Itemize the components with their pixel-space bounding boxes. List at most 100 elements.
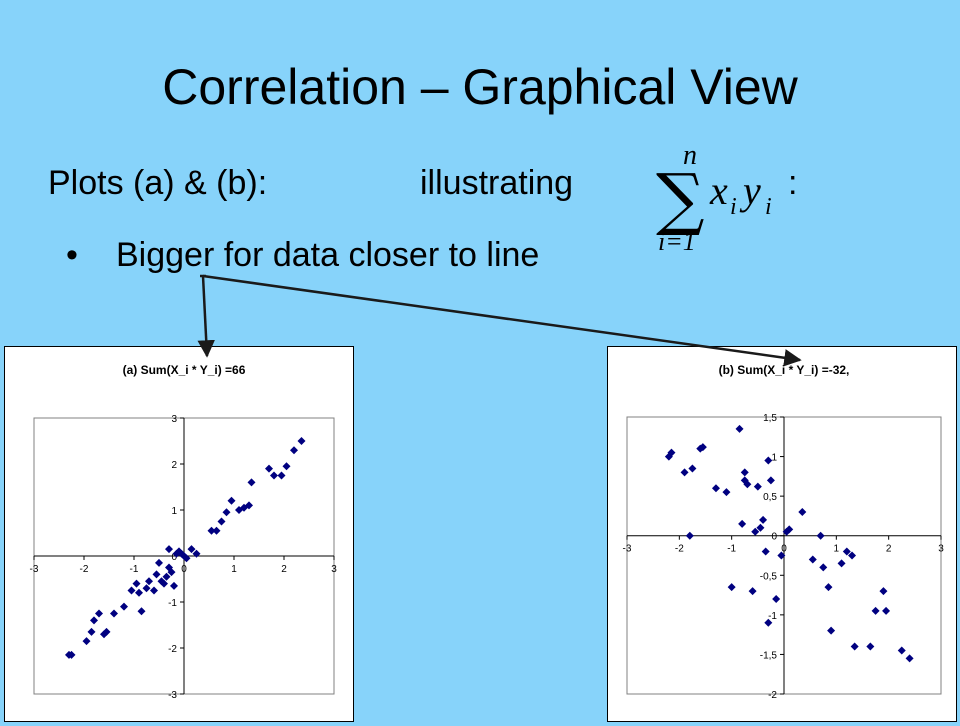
x-tick-label: -3 (30, 564, 39, 575)
y-tick-label: -2 (168, 644, 177, 655)
data-point (120, 602, 128, 611)
data-point (110, 609, 118, 618)
data-point (782, 527, 791, 536)
x-tick-label: -3 (623, 544, 632, 555)
data-point (87, 627, 96, 636)
y-tick-label: 0,5 (763, 492, 777, 503)
data-point (808, 555, 817, 564)
plots-label: Plots (a) & (b): (48, 164, 268, 202)
data-point (761, 547, 770, 556)
data-point (127, 586, 136, 595)
data-point (167, 568, 176, 577)
data-point (751, 527, 760, 536)
data-point (150, 586, 158, 595)
data-point (135, 588, 143, 597)
y-tick-label: 1 (771, 453, 777, 464)
x-tick-label: 0 (781, 544, 787, 555)
y-tick-label: 0 (171, 552, 177, 563)
data-point (152, 570, 161, 579)
y-tick-label: -3 (168, 690, 177, 701)
data-point (764, 456, 773, 465)
data-point (743, 480, 752, 489)
data-point (722, 488, 731, 497)
data-point (766, 476, 775, 485)
data-point (688, 464, 697, 473)
data-point (290, 446, 298, 455)
sum-symbol: ∑ (656, 160, 705, 239)
data-point (142, 584, 151, 593)
y-tick-label: 0 (771, 532, 777, 543)
illustrating-label: illustrating (420, 164, 574, 202)
data-point (727, 583, 736, 592)
data-point (738, 519, 747, 528)
y-tick-label: 2 (171, 460, 177, 471)
data-point (711, 484, 720, 493)
y-tick-label: 1,5 (763, 413, 777, 424)
data-point (764, 618, 773, 627)
data-point (227, 496, 236, 505)
y-tick-label: 3 (171, 414, 177, 425)
data-point (905, 654, 914, 663)
x-tick-label: 0 (181, 564, 187, 575)
data-point (297, 437, 306, 445)
bullet-text: Bigger for data closer to line (116, 236, 540, 274)
data-point (798, 507, 807, 516)
plots-line: Plots (a) & (b): illustrating : (48, 164, 797, 203)
data-point (90, 616, 98, 625)
x-tick-label: -2 (675, 544, 684, 555)
data-point (759, 515, 768, 524)
data-point (165, 545, 173, 554)
summation-formula: n ∑ i=1 x i y i (656, 140, 772, 256)
bullet-symbol: • (66, 236, 78, 274)
data-point (866, 642, 875, 651)
x-tick-label: 3 (331, 564, 337, 575)
data-point (270, 471, 278, 480)
formula-y-sub: i (765, 194, 772, 220)
x-tick-label: -1 (130, 564, 139, 575)
y-tick-label: -1,5 (760, 650, 778, 661)
formula-y: y (739, 168, 761, 213)
data-point (155, 558, 163, 567)
x-tick-label: 2 (281, 564, 287, 575)
sum-upper-limit: n (683, 140, 697, 171)
scatter-chart-a: (a) Sum(X_i * Y_i) =66 -3 -2 -1 0 1 2 3 3 2 1 0 -1 -2… (4, 346, 354, 722)
data-point (816, 531, 825, 540)
data-point (187, 545, 196, 554)
data-point (871, 606, 880, 615)
formula-x-sub: i (730, 194, 737, 220)
data-point (160, 579, 168, 588)
data-point (848, 551, 857, 560)
data-point (137, 607, 146, 616)
data-point (882, 606, 891, 615)
y-tick-label: -1 (768, 611, 777, 622)
data-point (145, 577, 153, 586)
data-point (175, 547, 183, 556)
data-point (748, 587, 757, 596)
data-point (753, 482, 762, 491)
data-point (222, 508, 231, 517)
data-point (277, 471, 286, 480)
data-point (698, 443, 707, 452)
sum-lower-limit: i=1 (658, 227, 696, 256)
data-point (282, 462, 291, 471)
y-tick-label: 1 (171, 506, 177, 517)
data-point (777, 551, 786, 560)
slide-title: Correlation – Graphical View (162, 59, 798, 115)
data-point (680, 468, 689, 477)
x-tick-label: 2 (886, 544, 892, 555)
data-point (182, 554, 191, 563)
data-point (95, 609, 103, 618)
data-point (824, 583, 833, 592)
scatter-chart-a-svg: (a) Sum(X_i * Y_i) =66 -3 -2 -1 0 1 2 3 3 2 1 0 -1 -2… (30, 363, 338, 701)
scatter-chart-b: (b) Sum(X_i * Y_i) =-32, -3 -2 -1 0 1 2 3 1,5 1 0,… (607, 346, 957, 722)
data-point (102, 627, 111, 636)
formula-x: x (709, 168, 728, 213)
chart-title: (b) Sum(X_i * Y_i) =-32, (719, 363, 850, 377)
data-point (192, 549, 201, 558)
arrow-bullet-to-chart-a (197, 275, 215, 358)
y-tick-label: -1 (168, 598, 177, 609)
colon-label: : (788, 164, 798, 202)
data-point (740, 468, 749, 477)
data-point (785, 525, 794, 534)
data-point (132, 579, 141, 588)
